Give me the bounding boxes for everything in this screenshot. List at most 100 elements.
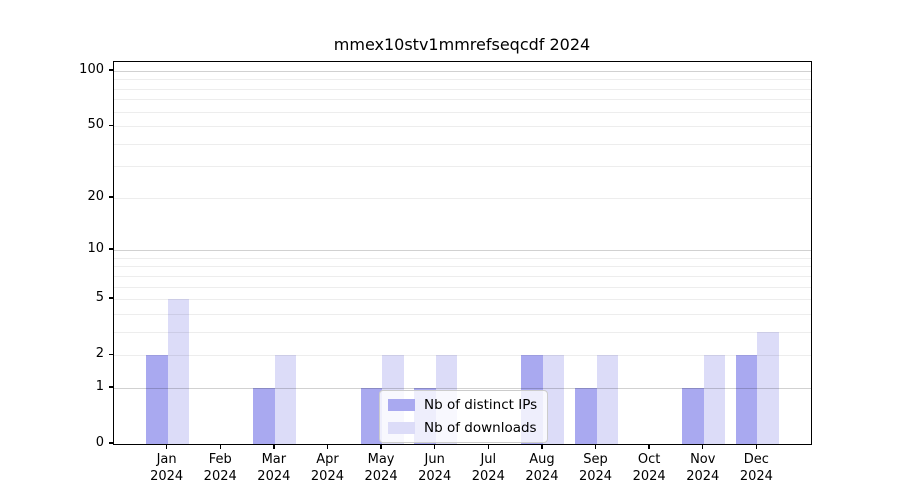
- x-tick-year: 2024: [471, 468, 505, 484]
- plot-area: [113, 61, 812, 445]
- x-tick-month: Dec: [743, 452, 769, 467]
- gridline-minor-5: [114, 299, 811, 301]
- x-tick-label-dec: Dec 2024: [740, 452, 773, 485]
- x-tick-label-oct: Oct 2024: [633, 452, 666, 485]
- bar-nb-of-distinct-ips-jan: [146, 355, 168, 444]
- x-tick-year: 2024: [150, 468, 184, 484]
- x-tick-mark-jan: [165, 444, 168, 449]
- x-tick-mark-feb: [219, 444, 221, 449]
- gridline-minor-60: [114, 111, 811, 113]
- legend-row-1: Nb of downloads: [388, 420, 537, 436]
- legend-swatch-1: [388, 422, 415, 434]
- x-tick-year: 2024: [525, 468, 559, 484]
- x-tick-month: Sep: [583, 452, 608, 467]
- x-tick-year: 2024: [686, 468, 720, 484]
- gridline-minor-8: [114, 266, 811, 268]
- y-tick-mark-0: [109, 442, 113, 444]
- legend-row-0: Nb of distinct IPs: [388, 397, 537, 413]
- gridline-major-100: [114, 71, 811, 73]
- bar-nb-of-downloads-aug: [542, 355, 565, 444]
- x-tick-month: Nov: [690, 452, 716, 467]
- x-tick-year: 2024: [364, 468, 398, 484]
- x-tick-month: Jun: [424, 452, 445, 467]
- x-tick-month: Jul: [480, 452, 497, 467]
- x-tick-year: 2024: [632, 468, 666, 484]
- y-tick-mark-100: [109, 69, 113, 71]
- y-tick-label-10: 10: [87, 241, 104, 257]
- x-tick-year: 2024: [578, 468, 613, 484]
- bar-nb-of-downloads-jan: [167, 299, 190, 444]
- gridline-minor-70: [114, 99, 811, 101]
- x-tick-month: Feb: [208, 452, 232, 467]
- x-tick-year: 2024: [739, 468, 773, 484]
- legend: Nb of distinct IPs Nb of downloads: [379, 390, 549, 443]
- x-tick-month: Oct: [637, 452, 661, 467]
- x-tick-label-jan: Jan 2024: [150, 452, 183, 485]
- x-tick-label-sep: Sep 2024: [579, 452, 612, 485]
- y-tick-mark-20: [109, 196, 113, 198]
- y-tick-mark-1: [109, 386, 113, 388]
- x-tick-month: Aug: [529, 452, 555, 467]
- x-tick-mark-jul: [487, 444, 489, 449]
- x-tick-mark-apr: [326, 444, 329, 449]
- y-tick-mark-50: [109, 124, 113, 126]
- gridline-minor-90: [114, 79, 811, 81]
- x-tick-label-feb: Feb 2024: [204, 452, 237, 485]
- x-tick-mark-may: [380, 444, 382, 449]
- bar-nb-of-downloads-nov: [703, 355, 726, 444]
- x-tick-year: 2024: [257, 468, 291, 484]
- gridline-minor-4: [114, 313, 811, 315]
- x-tick-mark-mar: [273, 444, 275, 449]
- y-tick-mark-5: [109, 297, 113, 299]
- legend-label-1: Nb of downloads: [424, 420, 537, 436]
- gridline-minor-20: [114, 197, 811, 199]
- bar-nb-of-distinct-ips-nov: [682, 387, 704, 444]
- bar-nb-of-distinct-ips-sep: [575, 387, 597, 444]
- gridline-minor-7: [114, 275, 811, 277]
- x-tick-mark-dec: [755, 444, 758, 449]
- y-tick-mark-10: [109, 248, 113, 250]
- gridline-minor-9: [114, 257, 811, 259]
- gridline-major-10: [114, 250, 811, 252]
- x-tick-year: 2024: [203, 468, 237, 484]
- x-tick-label-nov: Nov 2024: [686, 452, 719, 485]
- x-tick-label-apr: Apr 2024: [311, 452, 344, 485]
- y-tick-mark-2: [109, 353, 113, 355]
- y-tick-label-1: 1: [95, 378, 104, 394]
- y-tick-label-5: 5: [95, 290, 104, 306]
- x-tick-label-jun: Jun 2024: [418, 452, 451, 485]
- x-tick-month: Mar: [261, 452, 287, 467]
- gridline-minor-40: [114, 143, 811, 145]
- x-tick-month: Apr: [316, 452, 339, 467]
- gridline-minor-50: [114, 126, 811, 128]
- x-tick-mark-sep: [594, 444, 597, 449]
- bar-nb-of-downloads-mar: [274, 355, 297, 444]
- x-tick-label-aug: Aug 2024: [525, 452, 558, 485]
- gridline-minor-80: [114, 88, 811, 90]
- gridline-minor-6: [114, 286, 811, 288]
- bar-nb-of-downloads-dec: [757, 331, 779, 444]
- legend-swatch-0: [388, 399, 415, 411]
- bar-nb-of-distinct-ips-may: [360, 387, 383, 444]
- legend-label-0: Nb of distinct IPs: [424, 397, 538, 413]
- x-tick-mark-oct: [648, 444, 650, 449]
- chart-title: mmex10stv1mmrefseqcdf 2024: [333, 35, 591, 54]
- x-tick-label-may: May 2024: [365, 452, 398, 485]
- y-tick-label-20: 20: [87, 188, 104, 204]
- x-tick-year: 2024: [310, 468, 344, 484]
- x-tick-mark-nov: [702, 444, 704, 449]
- x-tick-mark-aug: [541, 444, 543, 449]
- x-tick-year: 2024: [418, 468, 452, 484]
- x-tick-month: Jan: [156, 452, 177, 467]
- x-tick-mark-jun: [433, 444, 436, 449]
- x-tick-label-mar: Mar 2024: [257, 452, 290, 485]
- y-tick-label-50: 50: [87, 117, 104, 133]
- bar-nb-of-distinct-ips-dec: [735, 355, 758, 444]
- bar-nb-of-downloads-sep: [596, 355, 619, 444]
- y-tick-label-100: 100: [79, 62, 104, 77]
- bar-nb-of-distinct-ips-mar: [253, 387, 275, 444]
- gridline-minor-30: [114, 166, 811, 168]
- x-tick-month: May: [367, 452, 395, 467]
- y-tick-label-0: 0: [95, 435, 104, 450]
